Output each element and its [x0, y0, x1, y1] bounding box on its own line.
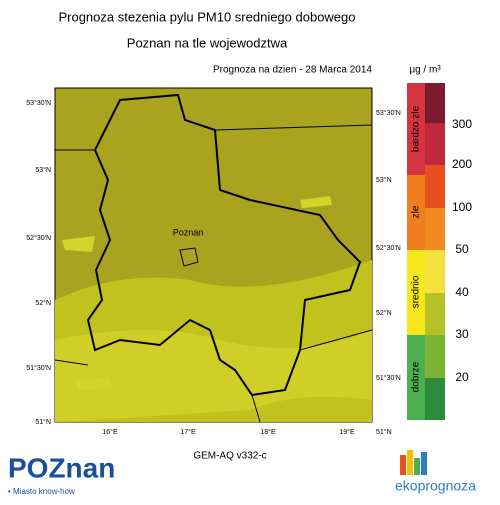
lon-label: 19°E — [339, 428, 355, 436]
lon-label: 17°E — [180, 428, 196, 436]
legend-category: bardzo zle — [411, 105, 422, 152]
lat-label: 53°30'N — [376, 109, 401, 117]
legend-level: 200 — [452, 157, 472, 171]
legend-level: 300 — [452, 117, 472, 131]
title: Prognoza stezenia pylu PM10 sredniego do… — [58, 9, 355, 24]
legend-level: 40 — [455, 285, 469, 299]
level-band — [425, 208, 445, 250]
legend-category: dobrze — [411, 361, 422, 392]
lat-label: 53°N — [35, 166, 51, 174]
border — [54, 124, 373, 423]
legend-levels: 300 200 100 50 40 30 20 — [452, 117, 472, 384]
category-band — [407, 175, 425, 250]
category-band — [407, 335, 425, 420]
legend-category: zle — [411, 205, 422, 218]
forecast-date: Prognoza na dzien - 28 Marca 2014 — [213, 65, 372, 76]
poznan-tagline: • Miasto know-how — [8, 487, 75, 496]
yellow-area — [55, 330, 372, 422]
lat-label: 51°30'N — [26, 364, 51, 372]
legend-categories: bardzo zle zle srednio dobrze — [411, 105, 422, 392]
model-label: GEM-AQ v332-c — [193, 451, 266, 462]
legend-level: 30 — [455, 327, 469, 341]
level-band — [425, 378, 445, 420]
lon-label: 16°E — [102, 428, 118, 436]
level-band — [425, 293, 445, 335]
lat-label: 53°30'N — [26, 99, 51, 107]
category-band — [407, 83, 425, 175]
category-band — [407, 250, 425, 335]
city-label: Poznan — [173, 227, 204, 237]
voivodeship-border — [86, 93, 362, 397]
level-band — [425, 250, 445, 293]
level-band — [425, 165, 445, 208]
subtitle: Poznan na tle wojewodztwa — [127, 35, 288, 50]
lat-label: 51°N — [35, 418, 51, 426]
lat-label: 52°N — [35, 299, 51, 307]
legend-level: 20 — [455, 370, 469, 384]
eko-icon — [400, 450, 427, 475]
lat-label: 52°30'N — [26, 234, 51, 242]
legend-unit: μg / m³ — [409, 65, 441, 76]
poznan-logo: POZnan — [8, 452, 115, 483]
lat-label: 52°N — [376, 309, 392, 317]
city-border — [179, 247, 199, 267]
lat-label: 53°N — [376, 176, 392, 184]
legend-level: 100 — [452, 200, 472, 214]
legend-category: srednio — [411, 275, 422, 308]
level-band — [425, 335, 445, 378]
level-band — [425, 83, 445, 123]
map: Poznan 53°30'N 53°30'N 53°N 53°N 52°30'N 52°3… — [26, 87, 401, 436]
legend: μg / m³ 300 200 100 50 40 30 20 bardzo zle zle s… — [407, 65, 472, 420]
lat-label: 51°30'N — [376, 374, 401, 382]
legend-level: 50 — [455, 242, 469, 256]
lon-label: 18°E — [260, 428, 276, 436]
lon-labels: 16°E 17°E 18°E 19°E — [102, 428, 355, 436]
lat-label: 51°N — [376, 428, 392, 436]
level-band — [425, 123, 445, 165]
lat-label: 52°30'N — [376, 244, 401, 252]
lat-labels: 53°30'N 53°30'N 53°N 53°N 52°30'N 52°30'N 52°N… — [26, 99, 401, 436]
eko-logo: ekoprognoza — [395, 478, 476, 494]
